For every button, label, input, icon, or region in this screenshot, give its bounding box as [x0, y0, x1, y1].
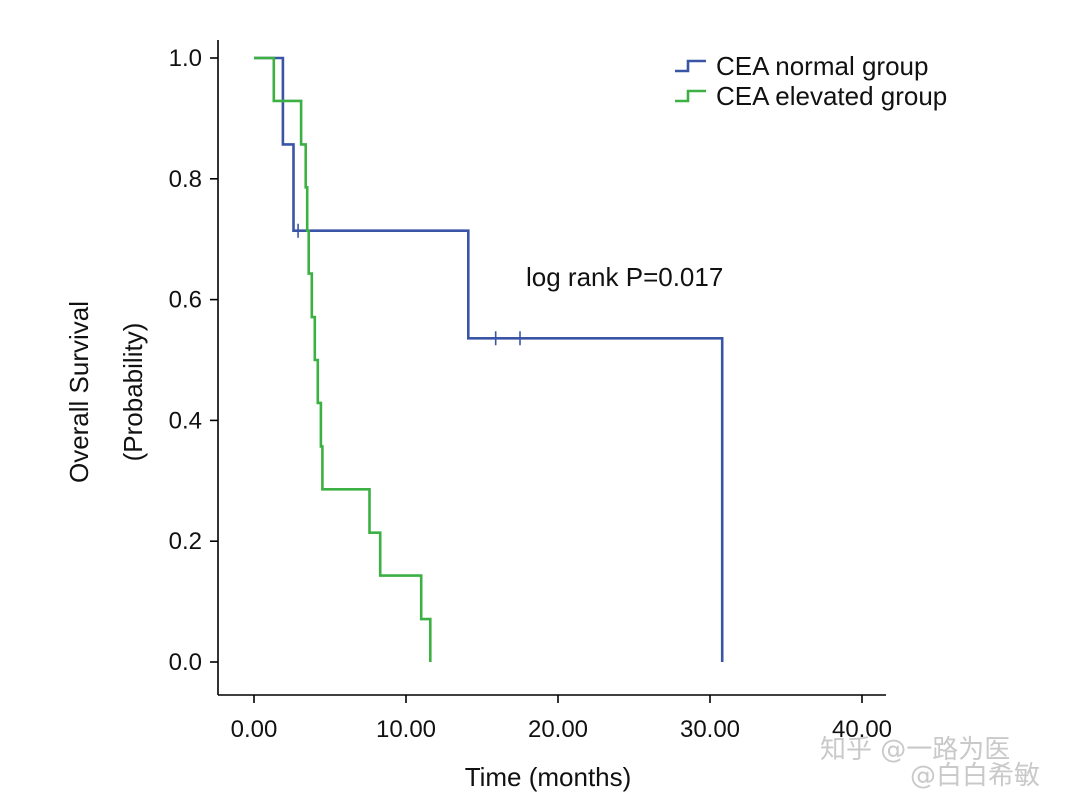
y-axis-label-line2: (Probability) — [118, 323, 148, 462]
legend-symbol — [675, 59, 706, 73]
y-tick-label: 1.0 — [169, 45, 202, 72]
x-tick-label: 40.00 — [832, 716, 892, 743]
annotation-logrank: log rank P=0.017 — [526, 262, 723, 292]
legend-symbol — [675, 89, 706, 103]
y-tick-label: 0.8 — [169, 166, 202, 193]
y-tick-label: 0.2 — [169, 528, 202, 555]
y-tick-label: 0.4 — [169, 407, 202, 434]
legend-label: CEA normal group — [716, 51, 928, 81]
x-tick-label: 20.00 — [528, 716, 588, 743]
y-tick-label: 0.0 — [169, 649, 202, 676]
legend-label: CEA elevated group — [716, 81, 947, 111]
x-tick-label: 10.00 — [376, 716, 436, 743]
x-tick-label: 30.00 — [680, 716, 740, 743]
x-axis-label: Time (months) — [465, 762, 632, 792]
x-tick-label: 0.00 — [231, 716, 278, 743]
axes: 0.0 0.2 0.4 0.6 0.8 1.0 0.00 10.00 20.00 30.00 40.… — [169, 40, 892, 743]
series-layer — [254, 56, 724, 662]
y-axis-label-line1: Overall Survival — [64, 301, 94, 483]
watermark-line1: 知乎 @一路为医 — [820, 735, 1010, 765]
y-tick-label: 0.6 — [169, 287, 202, 314]
series-line-elevated — [254, 56, 432, 662]
watermark-line2: @白白希敏 — [910, 761, 1040, 791]
series-line-normal — [254, 56, 724, 662]
